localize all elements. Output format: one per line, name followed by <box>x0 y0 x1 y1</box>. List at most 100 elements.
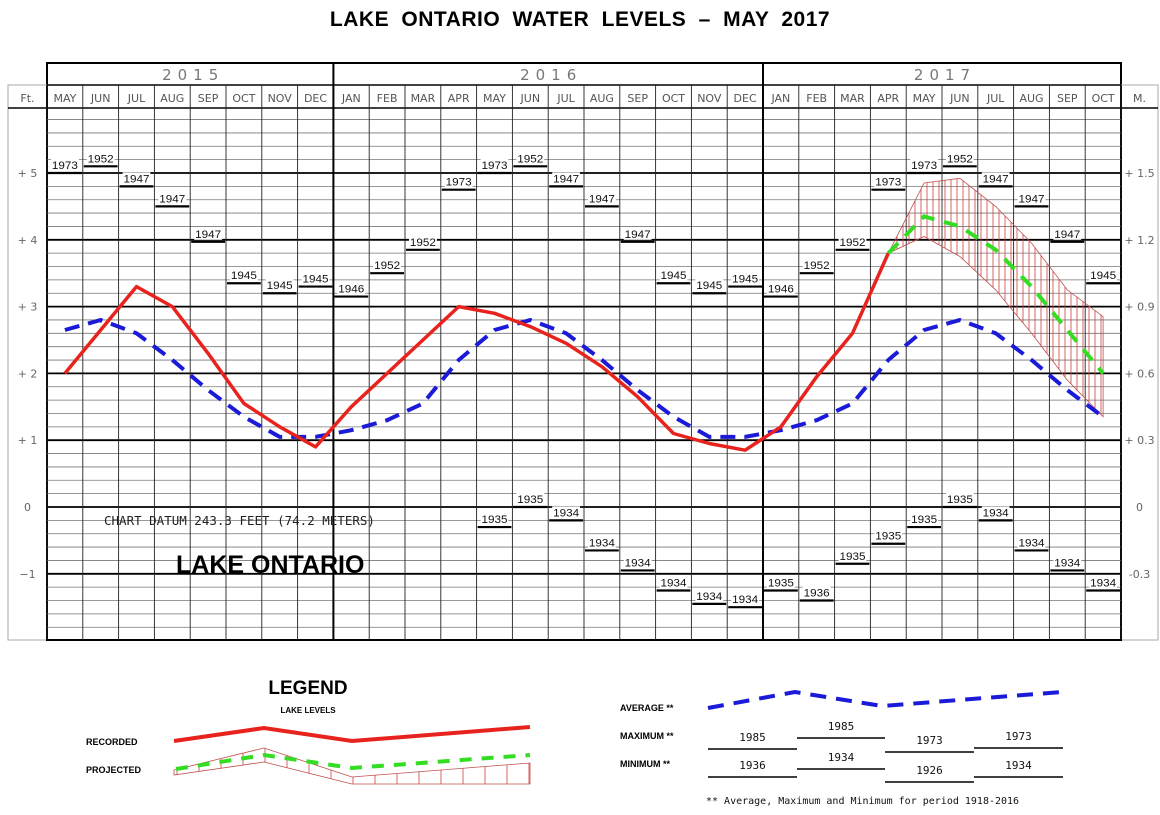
min-record-marker: 1934 <box>553 507 579 519</box>
max-record-marker: 1945 <box>696 280 722 292</box>
max-record-marker: 1947 <box>195 229 221 241</box>
max-record-marker: 1973 <box>911 160 937 172</box>
legend-projected-label: PROJECTED <box>86 765 142 775</box>
max-record-marker: 1952 <box>804 260 830 272</box>
month-header: SEP <box>627 92 648 105</box>
month-header: JUN <box>520 92 541 105</box>
min-record-marker: 1935 <box>482 514 508 526</box>
max-record-marker: 1952 <box>947 153 973 165</box>
min-record-marker: 1934 <box>589 537 615 549</box>
max-record-marker: 1947 <box>983 173 1009 185</box>
month-header: JUN <box>949 92 970 105</box>
left-tick-label: −1 <box>19 568 35 581</box>
month-header: OCT <box>1092 92 1115 105</box>
max-record-marker: 1973 <box>875 177 901 189</box>
projected-range-band <box>887 177 1104 418</box>
max-record-marker: 1952 <box>88 153 114 165</box>
legend-min-year: 1936 <box>739 759 766 772</box>
legend-average-swatch <box>707 689 1063 710</box>
max-record-marker: 1945 <box>1090 270 1116 282</box>
min-record-marker: 1934 <box>696 591 722 603</box>
month-header: NOV <box>268 92 293 105</box>
right-tick-label: + 0.6 <box>1124 367 1154 380</box>
max-record-marker: 1947 <box>159 193 185 205</box>
month-header: AUG <box>590 92 614 105</box>
left-tick-label: + 2 <box>18 367 38 380</box>
month-header: MAY <box>483 92 506 105</box>
record-markers: 1973 1952 1947 1947 1947 1945 1945 1945 1946 1952… <box>48 152 1120 609</box>
lake-name-label: LAKE ONTARIO <box>176 551 364 579</box>
left-tick-label: + 3 <box>18 301 38 314</box>
month-header: MAY <box>53 92 76 105</box>
legend-subtitle: LAKE LEVELS <box>280 706 336 715</box>
month-header: NOV <box>697 92 722 105</box>
max-record-marker: 1945 <box>661 270 687 282</box>
max-record-marker: 1947 <box>625 229 651 241</box>
month-header: DEC <box>304 92 327 105</box>
month-header: MAY <box>913 92 936 105</box>
month-header: MAR <box>840 92 865 105</box>
left-unit-label: Ft. <box>20 92 34 105</box>
max-record-marker: 1945 <box>732 274 758 286</box>
month-header: SEP <box>1057 92 1078 105</box>
month-header: JAN <box>341 92 361 105</box>
left-tick-label: + 5 <box>18 167 38 180</box>
max-record-marker: 1945 <box>303 274 329 286</box>
min-record-marker: 1935 <box>947 494 973 506</box>
min-record-marker: 1935 <box>840 551 866 563</box>
max-record-marker: 1947 <box>589 193 615 205</box>
data-series <box>63 177 1105 452</box>
y-axis-labels: + 5 + 4 + 3 + 2 + 1 0 −1 + 1.5 + 1.2 + 0.9 + 0.6 + … <box>18 167 1155 581</box>
max-record-marker: 1946 <box>338 284 364 296</box>
min-record-marker: 1934 <box>1054 557 1080 569</box>
max-record-marker: 1947 <box>1019 193 1045 205</box>
max-record-marker: 1952 <box>840 237 866 249</box>
chart-headers: 2015 2016 2017 MAY JUN JUL AUG SEP OCT NOV DEC JAN F… <box>20 66 1146 105</box>
month-header: JUL <box>127 92 146 105</box>
legend-max-year: 1973 <box>916 734 943 747</box>
right-unit-label: M. <box>1133 92 1146 105</box>
month-header: FEB <box>806 92 827 105</box>
right-tick-label: -0.3 <box>1129 568 1150 581</box>
right-tick-label: + 1.5 <box>1124 167 1154 180</box>
legend-min-year: 1934 <box>828 751 855 764</box>
min-record-marker: 1935 <box>911 514 937 526</box>
legend-max-year: 1973 <box>1005 730 1032 743</box>
max-record-marker: 1952 <box>517 153 543 165</box>
year-label-2017: 2017 <box>914 66 976 84</box>
projected-line <box>886 214 1105 375</box>
left-tick-label: + 1 <box>18 434 38 447</box>
legend-minimum-label: MINIMUM ** <box>620 759 670 769</box>
legend: LEGEND LAKE LEVELS RECORDED PROJECTED AV… <box>86 678 1063 807</box>
month-header: JUL <box>986 92 1005 105</box>
month-header: JUL <box>556 92 575 105</box>
legend-footnote: ** Average, Maximum and Minimum for peri… <box>706 796 1019 807</box>
legend-record-years: 1985 1936 1985 1934 1973 1926 1973 1934 <box>708 720 1063 783</box>
year-label-2016: 2016 <box>520 66 582 84</box>
month-header: DEC <box>734 92 757 105</box>
max-record-marker: 1952 <box>374 260 400 272</box>
recorded-line <box>63 252 890 452</box>
min-record-marker: 1936 <box>804 588 830 600</box>
legend-recorded-swatch <box>173 725 531 744</box>
right-tick-label: + 0.3 <box>1124 434 1154 447</box>
chart-title: LAKE ONTARIO WATER LEVELS – MAY 2017 <box>329 8 831 31</box>
legend-max-year: 1985 <box>828 720 855 733</box>
max-record-marker: 1947 <box>1054 229 1080 241</box>
right-tick-label: + 0.9 <box>1124 301 1154 314</box>
min-record-marker: 1934 <box>661 578 687 590</box>
max-record-marker: 1973 <box>482 160 508 172</box>
min-record-marker: 1934 <box>983 507 1009 519</box>
right-tick-label: 0 <box>1136 501 1143 514</box>
month-header: OCT <box>232 92 255 105</box>
legend-min-year: 1934 <box>1005 759 1032 772</box>
month-header: AUG <box>160 92 184 105</box>
max-record-marker: 1947 <box>124 173 150 185</box>
max-record-marker: 1945 <box>231 270 257 282</box>
month-header: AUG <box>1019 92 1043 105</box>
month-header: APR <box>877 92 899 105</box>
legend-max-year: 1985 <box>739 731 766 744</box>
min-record-marker: 1935 <box>768 578 794 590</box>
legend-recorded-label: RECORDED <box>86 737 138 747</box>
right-tick-label: + 1.2 <box>1124 234 1154 247</box>
